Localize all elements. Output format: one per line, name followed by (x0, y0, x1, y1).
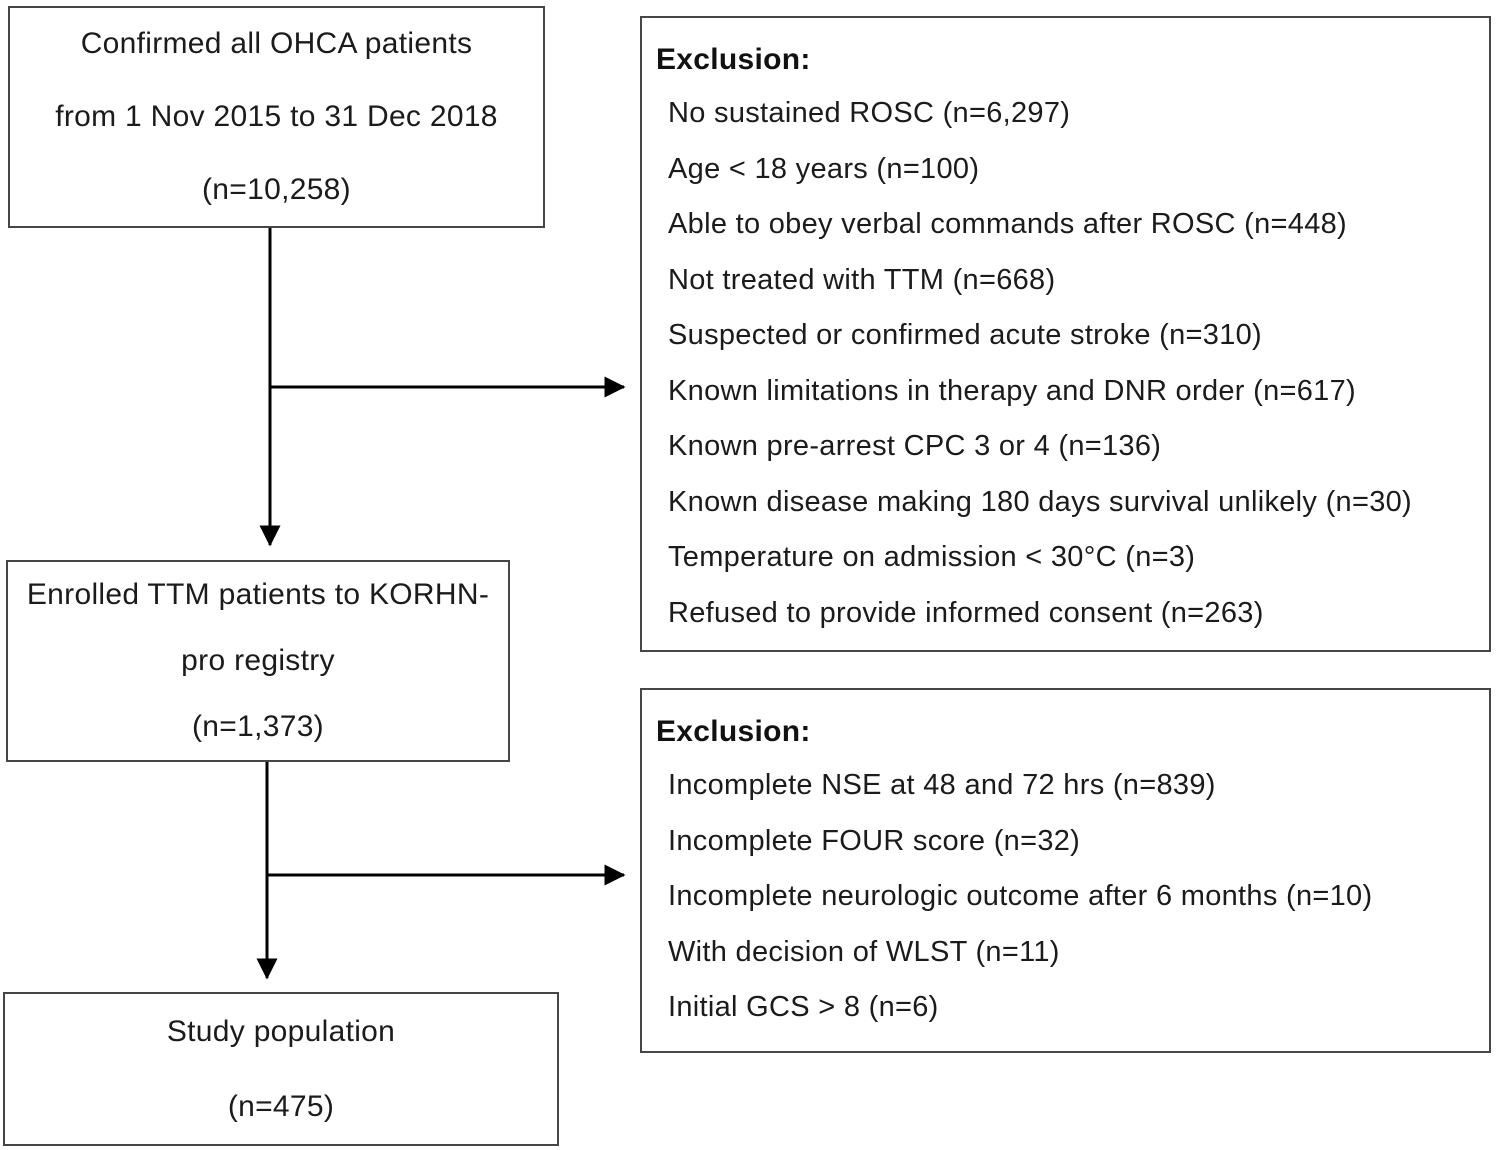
exclusion-2-list: Incomplete NSE at 48 and 72 hrs (n=839) … (656, 758, 1471, 1036)
exclusion-item: No sustained ROSC (n=6,297) (668, 97, 1071, 129)
exclusion-1-title: Exclusion: (656, 43, 811, 76)
exclusion-item: Temperature on admission < 30°C (n=3) (668, 541, 1196, 573)
box-ohca-line-2: from 1 Nov 2015 to 31 Dec 2018 (55, 99, 498, 133)
box-study-line-1: Study population (166, 1014, 396, 1048)
exclusion-item: Known disease making 180 days survival u… (668, 485, 1413, 518)
exclusion-item: Incomplete FOUR score (n=32) (668, 824, 1081, 857)
exclusion-item: Suspected or confirmed acute stroke (n=3… (668, 319, 1263, 351)
exclusion-2-title: Exclusion: (656, 715, 811, 748)
exclusion-item: With decision of WLST (n=11) (668, 935, 1060, 968)
exclusion-item: Incomplete NSE at 48 and 72 hrs (n=839) (668, 769, 1216, 801)
box-enrolled-count: (n=1,373) (192, 710, 324, 743)
box-study-population: Study population (n=475) (3, 992, 559, 1146)
box-ohca-line-1: Confirmed all OHCA patients (80, 27, 473, 61)
box-exclusion-first: Exclusion: No sustained ROSC (n=6,297) A… (640, 16, 1491, 652)
exclusion-item: Incomplete neurologic outcome after 6 mo… (668, 880, 1373, 912)
exclusion-item: Able to obey verbal commands after ROSC … (668, 208, 1348, 240)
box-study-count: (n=475) (227, 1089, 335, 1123)
box-enrolled-ttm-patients: Enrolled TTM patients to KORHN- pro regi… (6, 560, 510, 762)
exclusion-item: Initial GCS > 8 (n=6) (668, 991, 939, 1023)
exclusion-1-list: No sustained ROSC (n=6,297) Age < 18 yea… (656, 86, 1471, 641)
exclusion-item: Known pre-arrest CPC 3 or 4 (n=136) (668, 430, 1162, 462)
box-exclusion-second: Exclusion: Incomplete NSE at 48 and 72 h… (640, 688, 1491, 1053)
box-enrolled-line-2: pro registry (181, 644, 335, 677)
box-enrolled-line-1: Enrolled TTM patients to KORHN- (26, 578, 490, 611)
exclusion-item: Not treated with TTM (n=668) (668, 263, 1056, 296)
exclusion-item: Refused to provide informed consent (n=2… (668, 596, 1264, 629)
exclusion-item: Known limitations in therapy and DNR ord… (668, 374, 1356, 407)
box-confirmed-ohca-patients: Confirmed all OHCA patients from 1 Nov 2… (8, 6, 545, 228)
box-ohca-count: (n=10,258) (202, 172, 351, 206)
exclusion-item: Age < 18 years (n=100) (668, 152, 980, 185)
